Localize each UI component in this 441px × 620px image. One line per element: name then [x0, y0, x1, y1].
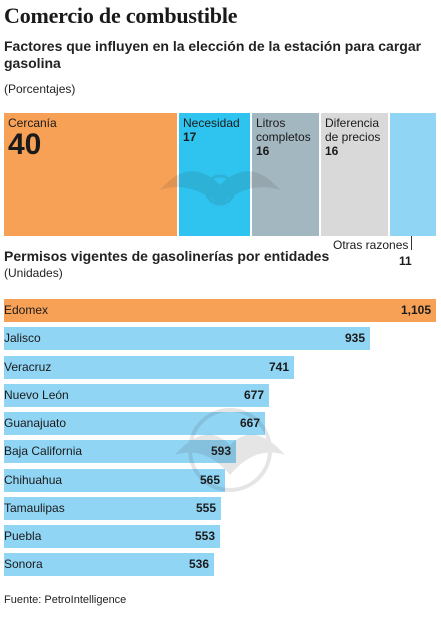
treemap-label-3: Diferencia de precios	[325, 116, 380, 144]
treemap-label-1: Necesidad	[183, 116, 240, 130]
treemap-block-2: Litros completos 16	[250, 113, 319, 236]
bar-4	[4, 412, 265, 435]
eagle-seal-watermark	[160, 171, 280, 206]
bar-value-label: 593	[176, 440, 231, 463]
bar-value-label: 1,105	[400, 303, 431, 317]
treemap-unit-label: (Porcentajes)	[4, 82, 76, 96]
bar-category-label: Baja California	[4, 444, 83, 458]
bar-value-label: 565	[199, 473, 220, 487]
treemap-label-line: de precios	[325, 130, 381, 144]
bar-value-label: 935	[344, 331, 365, 345]
bar-value-label: 536	[188, 557, 209, 571]
bar-value-label: 555	[195, 501, 216, 515]
bar-category-label: Edomex	[4, 303, 49, 317]
treemap-subtitle: Factores que influyen en la elección de …	[4, 38, 422, 71]
bar-value-label: 741	[268, 360, 289, 374]
bar-value-label: 677	[243, 388, 264, 402]
bar-1	[4, 327, 370, 350]
bar-chart-subtitle: Permisos vigentes de gasolinerías por en…	[4, 248, 330, 264]
treemap-value-3: 16	[325, 144, 339, 158]
bar-category-label: Guanajuato	[4, 416, 67, 430]
treemap-block-3: Diferencia de precios 16	[319, 113, 388, 236]
bar-category-label: Jalisco	[4, 331, 41, 345]
bar-6	[4, 469, 225, 492]
bar-chart-unit-label: (Unidades)	[4, 266, 63, 280]
treemap-block-1: Necesidad 17	[177, 113, 250, 236]
bar-value-label: 553	[194, 529, 215, 543]
treemap-label-4: Otras razones	[333, 238, 409, 252]
treemap-label-0: Cercanía	[8, 116, 57, 130]
treemap-value-0: 40	[8, 128, 42, 161]
bar-5	[4, 440, 236, 463]
bar-0	[4, 299, 436, 322]
bar-2	[4, 356, 294, 379]
treemap-block-0: Cercanía 40	[4, 113, 177, 236]
bar-7	[4, 497, 221, 520]
treemap-label-line: completos	[256, 130, 311, 144]
bar-9	[4, 553, 214, 576]
bar-value-label: 667	[239, 416, 260, 430]
bar-category-label: Puebla	[4, 529, 42, 543]
treemap-value-2: 16	[256, 144, 270, 158]
eagle-seal-watermark	[175, 408, 285, 492]
chart-title: Comercio de combustible	[4, 3, 238, 28]
treemap-block-4	[388, 113, 436, 236]
bar-category-label: Sonora	[4, 557, 43, 571]
bar-category-label: Nuevo León	[4, 388, 69, 402]
treemap-label-line: Litros	[256, 116, 286, 130]
treemap-label-line: Diferencia	[325, 116, 380, 130]
bar-8	[4, 525, 220, 548]
bar-category-label: Tamaulipas	[4, 501, 65, 515]
bar-category-label: Chihuahua	[4, 473, 63, 487]
bar-3	[4, 384, 269, 407]
bar-category-label: Veracruz	[4, 360, 52, 374]
treemap-value-4: 11	[399, 254, 412, 268]
treemap-value-1: 17	[183, 130, 197, 144]
treemap-label-2: Litros completos	[256, 116, 311, 144]
treemap-label-line: Cercanía	[8, 116, 57, 130]
treemap-leader-line	[411, 236, 412, 250]
source-note: Fuente: PetroIntelligence	[4, 594, 127, 606]
treemap-label-line: Necesidad	[183, 116, 240, 130]
